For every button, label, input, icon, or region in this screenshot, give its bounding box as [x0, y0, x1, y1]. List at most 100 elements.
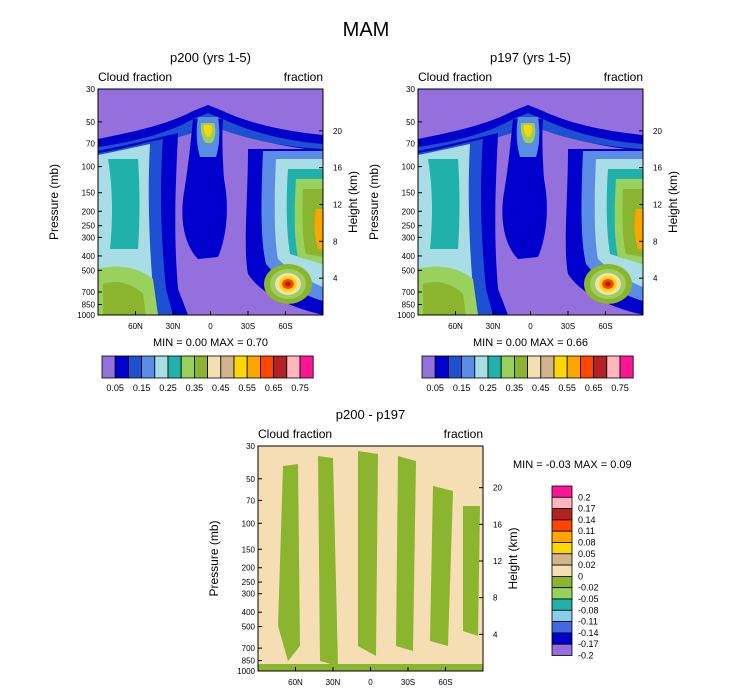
y-tick-label: 70 [246, 496, 255, 505]
colorbar-box [551, 530, 573, 543]
x-tick-label: 0 [368, 678, 373, 687]
y-tick-label: 200 [82, 207, 96, 216]
x-tick-label: 60S [278, 322, 292, 331]
colorbar-box [434, 355, 449, 379]
colorbar-box [580, 355, 595, 379]
y-tick-label: 700 [402, 288, 416, 297]
height-tick-label: 20 [653, 127, 662, 136]
right-string: fraction [284, 70, 323, 84]
colorbar-box [593, 355, 608, 379]
colorbar-box [273, 355, 288, 379]
colorbar-box [551, 632, 573, 645]
colorbar-box [114, 355, 129, 379]
colorbar-box [286, 355, 301, 379]
y-tick-label: 200 [242, 564, 256, 573]
colorbar-box [220, 355, 235, 379]
contour-fill [98, 89, 323, 315]
colorbar-box [551, 553, 573, 566]
panel-p200: p200 (yrs 1-5) Cloud fraction fraction 30 50… [47, 50, 360, 393]
y-tick-label: 850 [82, 301, 96, 310]
y-tick-label: 150 [242, 545, 256, 554]
colorbar-box [551, 609, 573, 622]
colorbar-box [500, 355, 515, 379]
colorbar-box [487, 355, 502, 379]
colorbar-box [566, 355, 581, 379]
x-tick-label: 0 [208, 322, 213, 331]
colorbar-label: 0.65 [265, 383, 283, 393]
colorbar-box [167, 355, 182, 379]
height-tick-label: 8 [653, 237, 658, 246]
right-string: fraction [604, 70, 643, 84]
x-tick-label: 60N [448, 322, 463, 331]
contour-fill [418, 89, 643, 315]
y-tick-label: 30 [406, 85, 415, 94]
y-axis-label: Pressure (mb) [207, 520, 221, 596]
x-tick-label: 0 [528, 322, 533, 331]
colorbar-label: 0.25 [159, 383, 177, 393]
colorbar-box [551, 519, 573, 532]
colorbar-label: 0.15 [133, 383, 151, 393]
colorbar-label: 0.45 [532, 383, 550, 393]
y-tick-label: 250 [402, 222, 416, 231]
colorbar-label: 0.05 [106, 383, 124, 393]
colorbar-label: 0.17 [578, 504, 596, 514]
y-axis-right-label: Height (km) [506, 527, 520, 589]
colorbar-label: 0.11 [578, 526, 595, 536]
height-tick-label: 8 [493, 594, 498, 603]
y-tick-label: 400 [242, 608, 256, 617]
y-tick-label: 500 [82, 266, 96, 275]
y-tick-label: 400 [82, 252, 96, 261]
colorbar-box [551, 496, 573, 509]
colorbar-box [207, 355, 222, 379]
colorbar-box [299, 355, 314, 379]
colorbar-label: 0.35 [506, 383, 524, 393]
colorbar-box [180, 355, 195, 379]
colorbar-label: -0.05 [578, 594, 599, 604]
colorbar-box [540, 355, 555, 379]
colorbar-box [527, 355, 542, 379]
height-tick-label: 20 [493, 484, 502, 493]
colorbar-label: 0.25 [479, 383, 497, 393]
colorbar-box [127, 355, 142, 379]
x-tick-label: 30N [486, 322, 501, 331]
colorbar-label: 0.75 [611, 383, 629, 393]
contour-field [418, 89, 643, 315]
panel-title: p200 - p197 [336, 407, 405, 422]
y-tick-label: 50 [406, 118, 415, 127]
colorbar-box [551, 643, 573, 656]
y-tick-label: 1000 [237, 667, 255, 676]
y-tick-label: 100 [402, 163, 416, 172]
colorbar-box [233, 355, 248, 379]
y-tick-label: 500 [242, 623, 256, 632]
x-tick-label: 60S [598, 322, 612, 331]
x-tick-label: 60S [438, 678, 452, 687]
colorbar-box [551, 485, 573, 498]
colorbar-box [141, 355, 156, 379]
colorbar-box [551, 508, 573, 521]
y-tick-label: 200 [402, 207, 416, 216]
height-tick-label: 16 [653, 164, 662, 173]
height-tick-label: 16 [493, 520, 502, 529]
height-tick-label: 4 [493, 630, 498, 639]
panel-title: p197 (yrs 1-5) [490, 50, 571, 65]
y-tick-label: 850 [402, 301, 416, 310]
colorbar-label: -0.02 [578, 583, 599, 593]
colorbar-label: -0.11 [578, 617, 598, 627]
contour-field [98, 89, 323, 315]
left-string: Cloud fraction [418, 70, 492, 84]
colorbar-label: -0.17 [578, 639, 599, 649]
y-tick-label: 1000 [77, 311, 95, 320]
colorbar-box [551, 564, 573, 577]
y-tick-label: 250 [82, 222, 96, 231]
height-tick-label: 16 [333, 164, 342, 173]
colorbar-label: 0.15 [453, 383, 471, 393]
contour-fill [258, 446, 483, 671]
y-tick-label: 30 [86, 85, 95, 94]
y-tick-label: 50 [86, 118, 95, 127]
y-tick-label: 400 [402, 252, 416, 261]
colorbar-label: 0.02 [578, 560, 596, 570]
y-tick-label: 70 [86, 140, 95, 149]
colorbar-box [551, 598, 573, 611]
y-tick-label: 150 [82, 189, 96, 198]
